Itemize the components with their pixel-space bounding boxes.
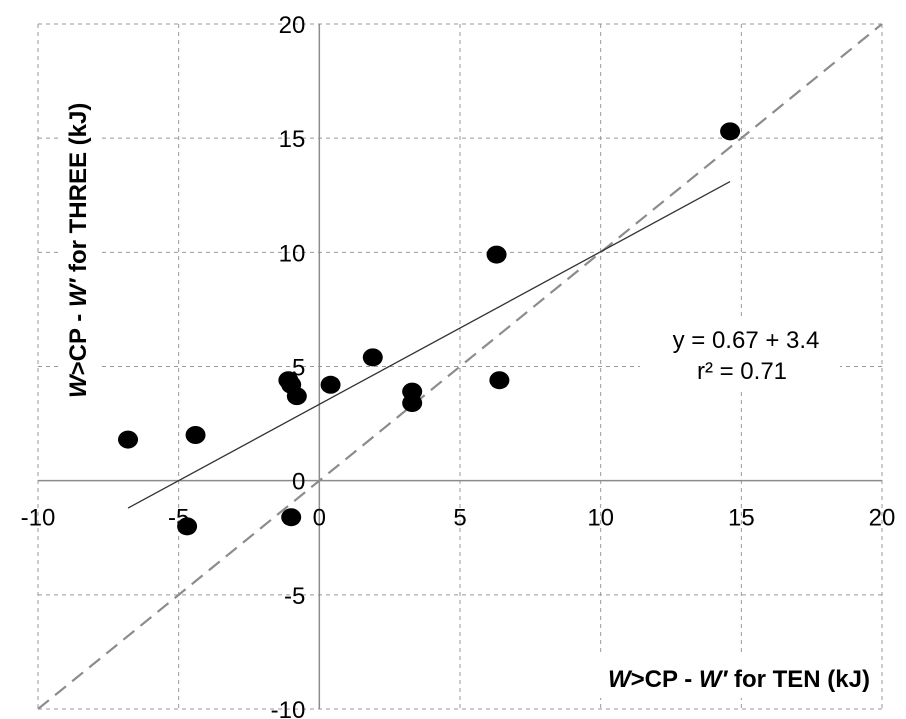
data-point (281, 508, 302, 527)
x-tick-label: 5 (453, 505, 466, 532)
equation-line-1: y = 0.67 + 3.4 (673, 327, 820, 354)
y-tick-label: 15 (279, 126, 306, 153)
x-axis-title-tail: for TEN (kJ) (727, 666, 870, 693)
identity-line (37, 23, 883, 710)
y-tick-label: -10 (271, 697, 306, 719)
data-point (185, 426, 206, 444)
x-tick-label: -5 (168, 505, 189, 532)
regression-line (127, 180, 731, 509)
y-tick-labels: -10 -5 0 5 10 15 20 (271, 12, 306, 719)
y-axis-title-bg (58, 38, 98, 404)
data-point (362, 348, 383, 367)
equation-line-2: r² = 0.71 (697, 358, 787, 385)
y-tick-label: 0 (292, 469, 305, 496)
data-point (489, 371, 510, 390)
y-tick-label: 5 (292, 355, 305, 382)
x-axis-title-wprime: W′ (699, 666, 729, 693)
data-point (177, 517, 198, 536)
y-tick-label: 10 (279, 240, 306, 267)
y-axis-title-tail: for THREE (kJ) (65, 103, 92, 279)
x-axis-title-w: W (608, 666, 633, 693)
x-axis-title-middle: >CP - (631, 666, 699, 693)
data-point (320, 375, 341, 394)
y-tick-label: -5 (284, 583, 305, 610)
x-axis-title: W>CP - W′ for TEN (kJ) (608, 666, 870, 693)
x-axis-title-bg (540, 656, 880, 698)
y-axis-title: W>CP - W′ for THREE (kJ) (65, 103, 92, 398)
y-axis-title-wprime: W′ (65, 277, 92, 307)
x-tick-label: 15 (728, 505, 755, 532)
x-tick-labels: -10 -5 0 5 10 15 20 (21, 505, 896, 532)
data-point (118, 430, 139, 449)
data-point (720, 122, 741, 141)
x-tick-label: 0 (313, 505, 326, 532)
data-point (286, 387, 307, 406)
y-tick-label: 20 (279, 12, 306, 39)
data-point (402, 394, 423, 413)
data-point (486, 245, 507, 264)
equation-box (640, 318, 840, 388)
x-tick-label: -10 (21, 505, 56, 532)
x-tick-label: 10 (587, 505, 614, 532)
y-axis-title-w: W (65, 373, 92, 398)
x-tick-label: 20 (869, 505, 896, 532)
y-axis-title-middle: >CP - (65, 307, 92, 375)
data-points (118, 122, 741, 536)
